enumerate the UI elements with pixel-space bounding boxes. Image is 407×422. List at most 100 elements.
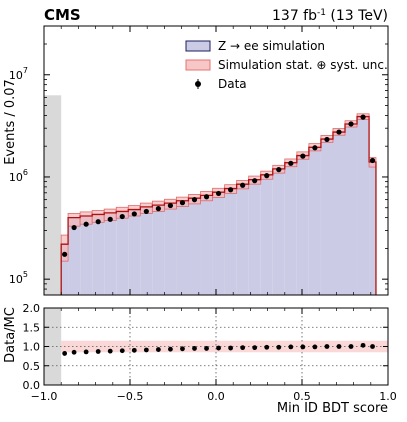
data-point-21 — [312, 145, 318, 151]
mc-bar-14 — [224, 188, 237, 295]
mc-bar-7 — [140, 206, 153, 295]
data-point-3 — [95, 219, 101, 225]
mc-bar-11 — [188, 198, 201, 295]
tick-base: 10 — [9, 273, 23, 286]
data-point-22 — [324, 136, 330, 143]
ratio-point-18 — [276, 344, 282, 350]
ratio-point-22 — [324, 344, 330, 349]
data-point-11 — [191, 197, 198, 203]
legend-label-2: Data — [218, 77, 247, 91]
data-point-12 — [203, 194, 210, 200]
ratio-x-tick-label: −1.0 — [31, 390, 58, 403]
data-point-26 — [369, 157, 376, 164]
data-point-17 — [264, 173, 270, 179]
ratio-point-14 — [228, 345, 234, 351]
ratio-panel: 0.0 0.5 1.0 1.5 2.0 −1.0 −0.5 0.0 0.5 1.0 — [23, 302, 397, 403]
data-point-7 — [143, 208, 149, 215]
mc-bar-18 — [272, 168, 285, 295]
blinded-region — [44, 95, 62, 295]
mc-bar-10 — [176, 200, 189, 295]
ratio-point-3 — [95, 349, 101, 354]
ratio-point-21 — [312, 344, 318, 350]
unc-band-0 — [60, 234, 69, 262]
x-axis-label: Min ID BDT score — [277, 401, 388, 416]
tick-exponent: 7 — [23, 66, 28, 75]
data-point-13 — [215, 190, 222, 197]
mc-bar-6 — [128, 209, 141, 295]
mc-bar-17 — [260, 174, 273, 295]
mc-bar-22 — [320, 139, 333, 295]
data-point-14 — [228, 187, 234, 193]
mc-bar-2 — [80, 216, 93, 295]
ratio-point-24 — [348, 344, 354, 349]
ratio-point-12 — [204, 346, 209, 351]
top-y-tick-label: 106 — [9, 168, 28, 184]
data-point-0 — [62, 251, 68, 257]
ratio-point-0 — [62, 351, 68, 356]
mc-bar-4 — [104, 212, 117, 295]
ratio-point-25 — [360, 342, 366, 348]
ratio-y-axis-label: Data/MC — [3, 307, 18, 363]
bottom-plot-area — [44, 308, 388, 385]
mc-bar-25 — [357, 116, 370, 295]
ratio-y-tick-label: 2.0 — [23, 302, 41, 315]
ratio-point-9 — [168, 346, 173, 352]
mc-bar-15 — [236, 184, 249, 295]
data-point-8 — [155, 206, 161, 212]
data-point-9 — [167, 202, 174, 209]
data-point-23 — [336, 129, 342, 135]
mc-bar-8 — [152, 205, 165, 295]
mc-bar-20 — [296, 155, 309, 295]
mc-bar-5 — [116, 211, 129, 295]
ratio-x-tick-label: −0.5 — [117, 390, 144, 403]
mc-bar-12 — [200, 195, 213, 295]
data-point-24 — [348, 121, 354, 127]
data-point-5 — [119, 213, 125, 220]
top-y-axis-label: Events / 0.07 — [3, 79, 18, 165]
legend-swatch-1 — [185, 59, 211, 71]
mc-bar-0 — [61, 244, 69, 295]
ratio-point-8 — [155, 347, 161, 352]
ratio-point-11 — [192, 346, 197, 351]
data-point-16 — [252, 178, 258, 184]
ratio-point-5 — [119, 348, 125, 354]
legend-label-0: Z → ee simulation — [218, 39, 325, 53]
data-point-10 — [179, 200, 186, 206]
top-y-tick-label: 107 — [9, 66, 28, 82]
mc-bar-9 — [164, 203, 177, 295]
data-point-4 — [107, 216, 113, 222]
mc-bar-23 — [332, 132, 345, 295]
ratio-x-tick-label: 0.5 — [293, 390, 311, 403]
tick-base: 10 — [9, 171, 23, 184]
data-point-20 — [300, 153, 306, 159]
tick-exponent: 5 — [23, 270, 28, 279]
top-y-tick-label: 105 — [9, 270, 28, 286]
ratio-point-13 — [216, 345, 221, 351]
legend-label-1: Simulation stat. ⊕ syst. unc. — [218, 58, 388, 72]
ratio-y-tick-label: 0.5 — [23, 360, 41, 373]
luminosity-label: 137 fb-1 (13 TeV) — [272, 8, 388, 24]
ratio-point-7 — [143, 347, 149, 353]
mc-bar-24 — [345, 123, 358, 295]
tick-base: 10 — [9, 69, 23, 82]
ratio-y-tick-label: 1.5 — [23, 321, 41, 334]
legend: Z → ee simulation Simulation stat. ⊕ syst… — [185, 39, 388, 91]
ratio-point-16 — [252, 345, 258, 351]
legend-swatch-0 — [185, 40, 211, 52]
data-point-15 — [240, 182, 246, 188]
data-point-2 — [83, 221, 89, 227]
tick-exponent: 6 — [23, 168, 28, 177]
mc-bar-26 — [369, 162, 376, 295]
ratio-point-23 — [336, 344, 342, 349]
ratio-point-6 — [131, 347, 137, 353]
ratio-point-1 — [71, 349, 77, 355]
ratio-point-2 — [83, 349, 89, 355]
top-plot-area — [44, 95, 377, 295]
mc-bar-3 — [92, 214, 105, 295]
experiment-label: CMS — [44, 6, 81, 24]
ratio-point-4 — [107, 348, 113, 354]
legend-data-marker — [195, 81, 201, 87]
ratio-point-20 — [300, 344, 306, 350]
ratio-point-19 — [288, 344, 294, 350]
